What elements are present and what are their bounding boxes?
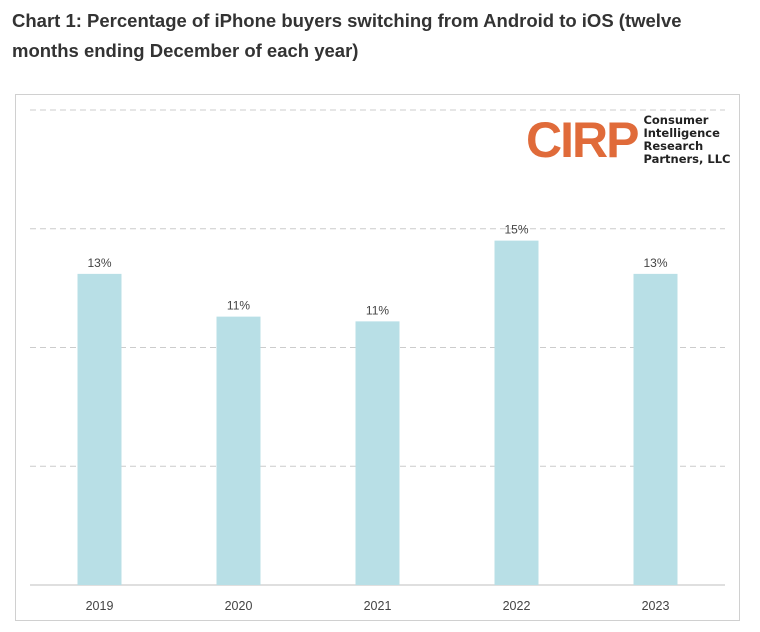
data-label: 13%	[643, 256, 667, 270]
bar	[633, 273, 678, 585]
data-label: 11%	[366, 303, 389, 317]
x-tick-label: 2022	[503, 599, 531, 613]
x-tick-label: 2021	[364, 599, 392, 613]
x-tick-label: 2020	[225, 599, 253, 613]
x-tick-label: 2019	[86, 599, 114, 613]
bar	[494, 240, 539, 585]
data-label: 13%	[87, 256, 111, 270]
logo-line: Consumer	[643, 113, 709, 127]
logo-line: Research	[643, 139, 704, 153]
bar	[216, 316, 261, 585]
data-label: 11%	[227, 299, 250, 313]
bar	[355, 321, 400, 585]
chart-title: Chart 1: Percentage of iPhone buyers swi…	[12, 10, 682, 61]
logo-mark: CIRP	[526, 112, 639, 168]
bar	[77, 273, 122, 585]
chart-frame	[15, 94, 740, 621]
data-label: 15%	[504, 223, 528, 237]
logo-line: Partners, LLC	[643, 152, 731, 166]
cirp-logo: CIRP Consumer Intelligence Research Part…	[526, 112, 731, 168]
logo-line: Intelligence	[643, 126, 720, 140]
logo-name: Consumer Intelligence Research Partners,…	[643, 114, 730, 166]
x-tick-label: 2023	[642, 599, 670, 613]
